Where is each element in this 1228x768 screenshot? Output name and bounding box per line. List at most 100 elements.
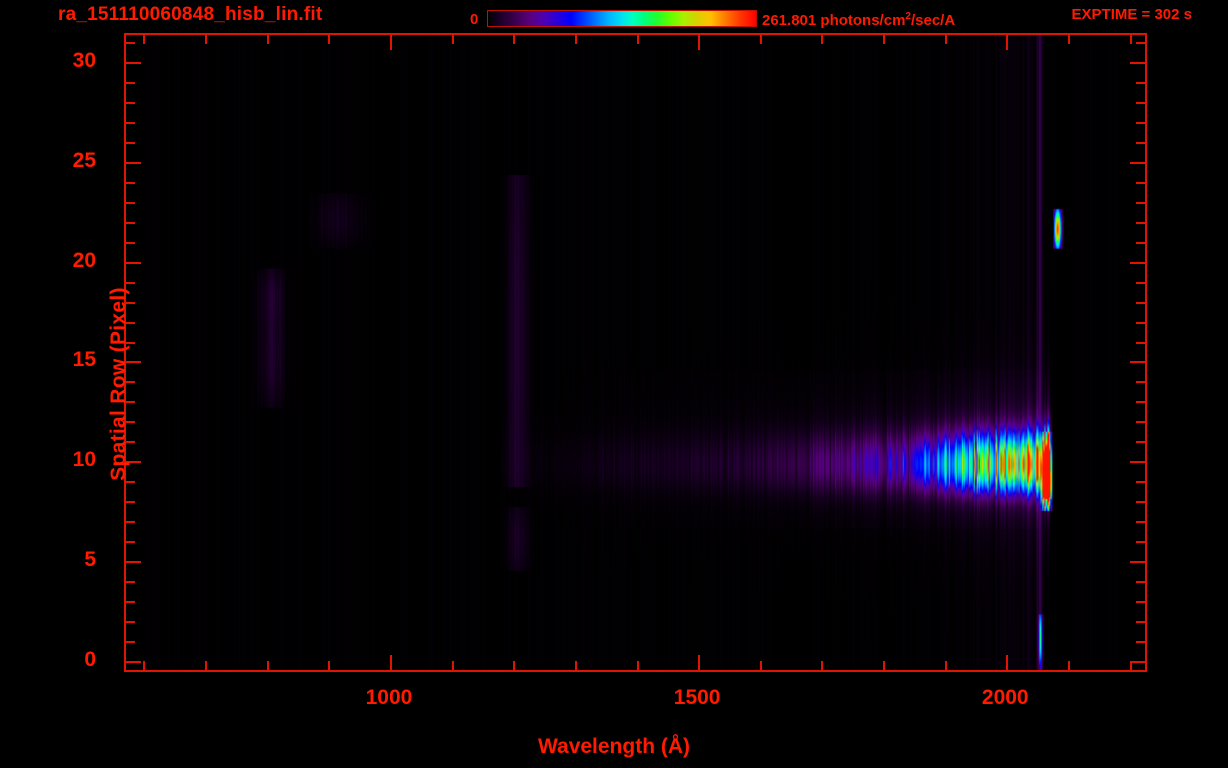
y-tick-major bbox=[126, 361, 141, 364]
y-tick-major bbox=[126, 661, 141, 664]
y-tick-minor bbox=[126, 321, 135, 324]
y-tick-minor-right bbox=[1136, 121, 1145, 124]
x-tick-minor-top bbox=[883, 35, 885, 44]
x-tick-minor-top bbox=[1067, 35, 1070, 44]
y-tick-minor bbox=[126, 441, 135, 444]
y-tick-minor bbox=[126, 501, 135, 504]
y-tick-minor-right bbox=[1136, 521, 1145, 524]
y-tick-minor-right bbox=[1136, 481, 1145, 484]
y-tick-minor-right bbox=[1136, 201, 1145, 204]
colorbar-gradient bbox=[487, 10, 757, 27]
y-tick-major-right bbox=[1130, 461, 1145, 464]
x-tick-minor bbox=[266, 661, 269, 670]
x-tick-minor bbox=[883, 661, 885, 670]
y-tick-minor bbox=[126, 281, 135, 284]
x-tick-minor-top bbox=[205, 35, 208, 44]
colorbar-min-label: 0 bbox=[470, 11, 479, 28]
y-tick-major-right bbox=[1130, 161, 1145, 164]
y-tick-major bbox=[126, 561, 141, 564]
y-tick-major bbox=[126, 161, 141, 164]
y-tick-major-right bbox=[1130, 61, 1145, 64]
y-tick-minor bbox=[126, 521, 135, 524]
colorbar-units-exponent: 2 bbox=[905, 11, 911, 22]
x-tick-minor-top bbox=[636, 35, 639, 44]
x-tick-minor-top bbox=[513, 35, 516, 44]
x-tick-minor bbox=[759, 661, 762, 670]
y-tick-minor bbox=[126, 601, 135, 604]
colorbar-units-post: /sec/A bbox=[910, 12, 956, 29]
x-axis-label: Wavelength (Å) bbox=[537, 735, 691, 758]
y-tick-label: 30 bbox=[72, 48, 96, 72]
y-tick-minor-right bbox=[1136, 301, 1145, 304]
y-tick-minor-right bbox=[1136, 641, 1145, 644]
y-tick-minor bbox=[126, 401, 135, 404]
x-tick-minor-top bbox=[1129, 35, 1132, 44]
colorbar-units-pre: photons/cm bbox=[820, 12, 906, 29]
y-tick-minor bbox=[126, 121, 135, 124]
y-tick-minor bbox=[126, 141, 135, 144]
y-tick-minor-right bbox=[1136, 601, 1145, 604]
x-tick-minor-top bbox=[759, 35, 762, 44]
x-tick-minor bbox=[944, 661, 947, 670]
y-tick-minor-right bbox=[1136, 441, 1145, 444]
x-tick-minor-top bbox=[143, 35, 146, 44]
y-tick-minor-right bbox=[1136, 541, 1145, 544]
y-tick-minor-right bbox=[1136, 341, 1145, 344]
x-tick-minor-top bbox=[266, 35, 269, 44]
y-tick-minor bbox=[126, 81, 135, 84]
y-tick-minor-right bbox=[1136, 381, 1145, 384]
y-tick-minor-right bbox=[1136, 581, 1145, 584]
x-tick-label: 2000 bbox=[981, 686, 1029, 709]
x-tick-minor bbox=[513, 661, 516, 670]
y-tick-minor bbox=[126, 301, 135, 304]
spectrogram-image bbox=[126, 35, 1145, 670]
y-tick-minor-right bbox=[1136, 141, 1145, 144]
y-tick-major bbox=[126, 461, 141, 464]
colorbar: 0 261.801 photons/cm2/sec/A bbox=[470, 8, 970, 30]
x-tick-minor bbox=[205, 661, 208, 670]
page-title: ra_151110060848_hisb_lin.fit bbox=[58, 4, 323, 25]
y-tick-minor bbox=[126, 201, 135, 204]
colorbar-max-label: 261.801 photons/cm2/sec/A bbox=[762, 11, 955, 29]
y-tick-minor-right bbox=[1136, 81, 1145, 84]
y-tick-label: 10 bbox=[72, 448, 96, 472]
x-tick-minor-top bbox=[574, 35, 577, 44]
x-tick-minor bbox=[574, 661, 577, 670]
y-tick-minor-right bbox=[1136, 501, 1145, 504]
x-tick-label: 1500 bbox=[673, 686, 721, 709]
y-tick-major-right bbox=[1130, 261, 1145, 264]
x-tick-minor bbox=[636, 661, 639, 670]
y-tick-minor-right bbox=[1136, 181, 1145, 184]
y-tick-minor bbox=[126, 621, 135, 624]
y-tick-minor bbox=[126, 241, 135, 244]
y-tick-major-right bbox=[1130, 361, 1145, 364]
y-tick-minor-right bbox=[1136, 41, 1145, 44]
x-tick-minor bbox=[143, 661, 146, 670]
x-tick-label: 1000 bbox=[365, 686, 413, 709]
x-tick-minor bbox=[1129, 661, 1132, 670]
x-tick-major bbox=[698, 655, 701, 670]
x-tick-major-top bbox=[1006, 35, 1009, 50]
y-tick-minor-right bbox=[1136, 321, 1145, 324]
y-tick-minor bbox=[126, 541, 135, 544]
y-tick-minor bbox=[126, 581, 135, 584]
x-tick-minor-top bbox=[451, 35, 454, 44]
y-tick-major-right bbox=[1130, 661, 1145, 664]
x-tick-major-top bbox=[389, 35, 392, 50]
y-tick-minor bbox=[126, 101, 135, 104]
y-tick-minor-right bbox=[1136, 621, 1145, 624]
y-axis-label: Spatial Row (Pixel) bbox=[106, 287, 130, 481]
y-tick-minor bbox=[126, 641, 135, 644]
y-tick-label: 25 bbox=[72, 148, 96, 172]
x-tick-minor-top bbox=[821, 35, 824, 44]
y-tick-minor bbox=[126, 421, 135, 424]
y-tick-label: 0 bbox=[84, 648, 96, 672]
y-tick-label: 15 bbox=[72, 348, 96, 372]
x-tick-minor bbox=[1067, 661, 1070, 670]
x-tick-minor bbox=[451, 661, 454, 670]
y-tick-minor bbox=[126, 181, 135, 184]
y-tick-minor bbox=[126, 221, 135, 224]
y-tick-major-right bbox=[1130, 561, 1145, 564]
y-tick-minor-right bbox=[1136, 101, 1145, 104]
